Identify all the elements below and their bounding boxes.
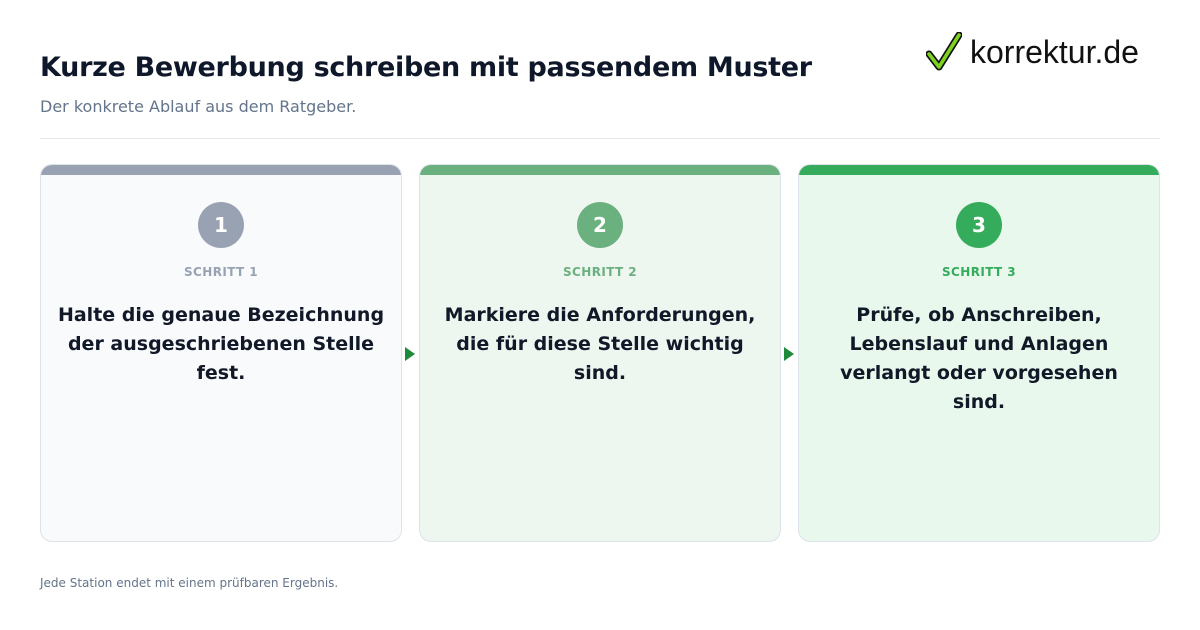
step-description: Halte die genaue Bezeichnung der ausgesc…: [57, 304, 385, 384]
step-card-2: 2 SCHRITT 2 Markiere die Anforderungen, …: [419, 164, 781, 542]
step-number-badge: 3: [956, 202, 1002, 248]
step-card-1: 1 SCHRITT 1 Halte die genaue Bezeichnung…: [40, 164, 402, 542]
arrow-right-icon: [405, 347, 415, 361]
step-label: SCHRITT 3: [942, 265, 1016, 279]
checkmark-icon: [926, 32, 962, 71]
step-number-badge: 1: [198, 202, 244, 248]
arrow-right-icon: [784, 347, 794, 361]
step-label: SCHRITT 1: [184, 265, 258, 279]
step-description: Markiere die Anforderungen, die für dies…: [444, 304, 756, 384]
page-title: Kurze Bewerbung schreiben mit passendem …: [40, 52, 812, 83]
step-description: Prüfe, ob Anschreiben, Lebenslauf und An…: [840, 304, 1118, 413]
step-accent-bar: [799, 165, 1159, 175]
step-number-badge: 2: [577, 202, 623, 248]
brand-logo[interactable]: korrektur.de: [926, 30, 1162, 76]
page-subtitle: Der konkrete Ablauf aus dem Ratgeber.: [40, 97, 357, 116]
footer-note: Jede Station endet mit einem prüfbaren E…: [40, 576, 339, 590]
step-label: SCHRITT 2: [563, 265, 637, 279]
step-card-3: 3 SCHRITT 3 Prüfe, ob Anschreiben, Leben…: [798, 164, 1160, 542]
step-accent-bar: [41, 165, 401, 175]
brand-logo-text: korrektur.de: [970, 34, 1139, 70]
header-divider: [40, 138, 1160, 139]
step-accent-bar: [420, 165, 780, 175]
